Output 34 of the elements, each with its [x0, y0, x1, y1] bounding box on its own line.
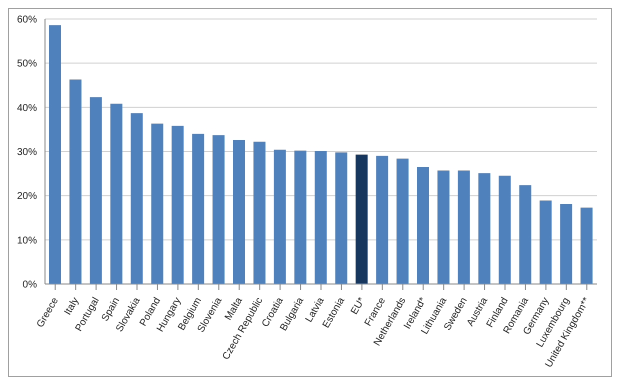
bar: [294, 150, 306, 284]
bar: [192, 134, 204, 284]
y-tick-label: 30%: [16, 147, 38, 158]
bar: [437, 170, 450, 284]
bar: [253, 142, 266, 284]
bar: [335, 152, 348, 284]
bar: [49, 25, 61, 284]
bar: [212, 135, 225, 284]
y-tick-label: 60%: [16, 14, 38, 26]
bar: [540, 200, 552, 284]
y-tick-label: 10%: [16, 235, 38, 246]
bar: [458, 170, 470, 284]
bar: [90, 97, 102, 284]
bar: [151, 124, 164, 284]
bar: [396, 158, 409, 284]
bar: [172, 126, 184, 284]
bar: [560, 204, 572, 284]
bar: [274, 150, 286, 284]
bar: [478, 173, 490, 284]
y-tick-label: 0%: [22, 280, 38, 291]
y-tick-label: 50%: [16, 58, 38, 70]
y-tick-label: 40%: [16, 102, 38, 114]
bar: [110, 104, 122, 284]
bar: [130, 113, 143, 284]
bar: [233, 140, 245, 284]
bar: [69, 80, 82, 284]
y-tick-label: 20%: [16, 191, 38, 202]
bar: [417, 166, 429, 284]
bar: [580, 208, 593, 284]
bar: [519, 185, 532, 284]
bar: [356, 154, 368, 284]
bar: [376, 156, 388, 284]
bar: [498, 176, 511, 284]
bar: [314, 151, 327, 284]
